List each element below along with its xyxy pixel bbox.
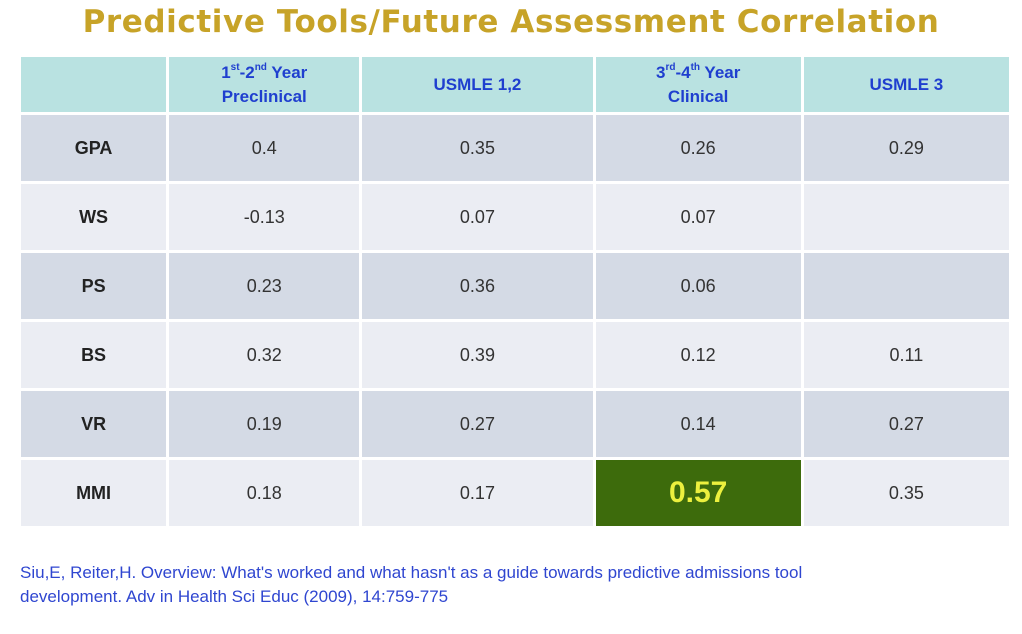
citation-line-2: development. Adv in Health Sci Educ (200…	[20, 587, 449, 606]
table-cell	[803, 253, 1009, 319]
row-label-mmi: MMI	[21, 460, 167, 526]
row-label-bs: BS	[21, 322, 167, 388]
table-cell: 0.07	[595, 184, 801, 250]
table-cell: 0.19	[169, 391, 360, 457]
row-label-gpa: GPA	[21, 115, 167, 181]
header-corner	[21, 57, 167, 112]
table-cell: 0.26	[595, 115, 801, 181]
table-cell: 0.12	[595, 322, 801, 388]
table-cell	[803, 184, 1009, 250]
table-cell: 0.18	[169, 460, 360, 526]
table-cell: 0.23	[169, 253, 360, 319]
table-cell: 0.27	[803, 391, 1009, 457]
table-row: GPA 0.4 0.35 0.26 0.29	[21, 115, 1009, 181]
table-cell: 0.27	[362, 391, 593, 457]
citation-line-1: Siu,E, Reiter,H. Overview: What's worked…	[20, 563, 803, 582]
table-cell: 0.07	[362, 184, 593, 250]
row-label-vr: VR	[21, 391, 167, 457]
table-row: BS 0.32 0.39 0.12 0.11	[21, 322, 1009, 388]
row-label-ps: PS	[21, 253, 167, 319]
highlighted-cell: 0.57	[595, 460, 801, 526]
table-row: VR 0.19 0.27 0.14 0.27	[21, 391, 1009, 457]
header-clinical: 3rd-4th Year Clinical	[595, 57, 801, 112]
citation: Siu,E, Reiter,H. Overview: What's worked…	[20, 561, 1010, 609]
header-usmle-3: USMLE 3	[803, 57, 1009, 112]
slide-title: Predictive Tools/Future Assessment Corre…	[82, 4, 940, 40]
header-preclinical: 1st-2nd Year Preclinical	[169, 57, 360, 112]
table-cell: 0.35	[803, 460, 1009, 526]
table-row: WS -0.13 0.07 0.07	[21, 184, 1009, 250]
header-usmle-1-2: USMLE 1,2	[362, 57, 593, 112]
table-cell: 0.17	[362, 460, 593, 526]
table-cell: 0.06	[595, 253, 801, 319]
header-row: 1st-2nd Year Preclinical USMLE 1,2 3rd-4…	[21, 57, 1009, 112]
table-cell: 0.14	[595, 391, 801, 457]
table-cell: -0.13	[169, 184, 360, 250]
table-cell: 0.36	[362, 253, 593, 319]
table-cell: 0.11	[803, 322, 1009, 388]
table-cell: 0.39	[362, 322, 593, 388]
table-row: MMI 0.18 0.17 0.57 0.35	[21, 460, 1009, 526]
row-label-ws: WS	[21, 184, 167, 250]
table-cell: 0.29	[803, 115, 1009, 181]
table-cell: 0.4	[169, 115, 360, 181]
correlation-table: 1st-2nd Year Preclinical USMLE 1,2 3rd-4…	[18, 54, 1012, 529]
table-row: PS 0.23 0.36 0.06	[21, 253, 1009, 319]
table-cell: 0.32	[169, 322, 360, 388]
table-cell: 0.35	[362, 115, 593, 181]
